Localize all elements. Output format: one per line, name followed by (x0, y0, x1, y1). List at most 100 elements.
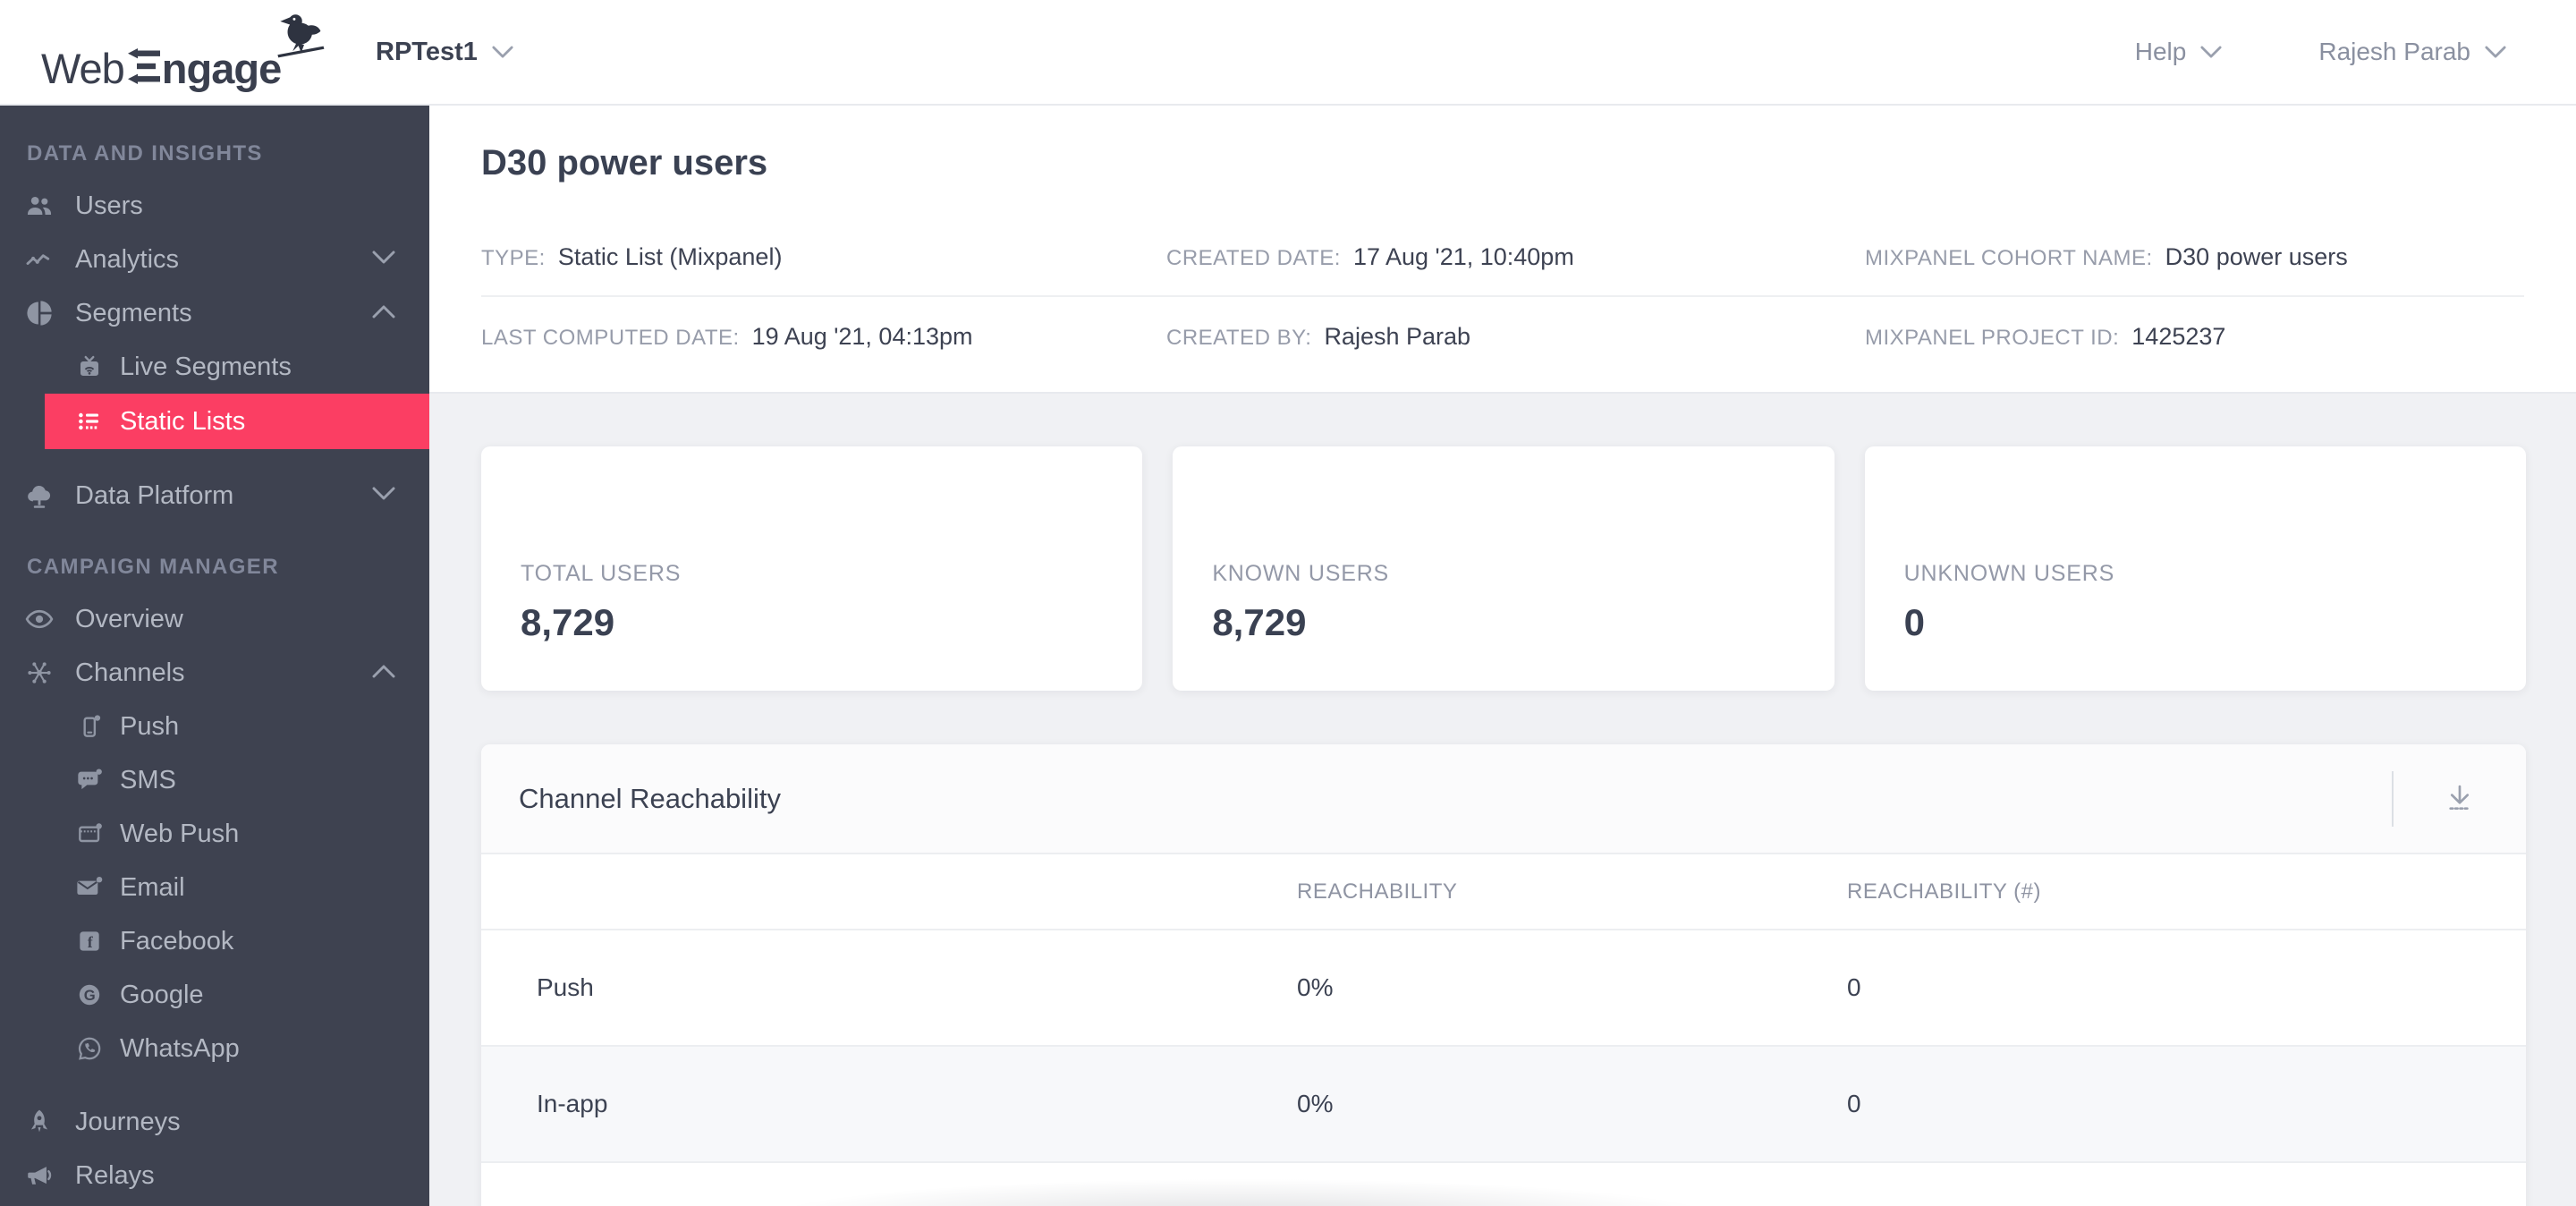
users-icon (20, 188, 59, 224)
reachability-tools (2392, 744, 2526, 853)
meta-created-by: CREATED BY: Rajesh Parab (1166, 323, 1865, 351)
project-switcher[interactable]: RPTest1 (376, 0, 513, 104)
meta-label: LAST COMPUTED DATE: (481, 325, 740, 350)
download-button[interactable] (2394, 744, 2526, 853)
sidebar-item-email[interactable]: Email (0, 861, 429, 914)
sidebar-item-label: WhatsApp (120, 1033, 240, 1063)
sidebar-item-label: Journeys (75, 1107, 181, 1136)
sidebar-item-segments[interactable]: Segments (0, 286, 429, 340)
table-header-row: REACHABILITY REACHABILITY (#) (481, 854, 2526, 930)
sidebar-item-label: Relays (75, 1160, 155, 1190)
chevron-down-icon (2200, 46, 2222, 59)
sidebar-item-label: Analytics (75, 244, 180, 274)
sidebar-item-overview[interactable]: Overview (0, 592, 429, 646)
push-icon (72, 709, 107, 744)
stat-value: 8,729 (521, 601, 615, 643)
help-label: Help (2134, 38, 2187, 65)
sidebar-item-web-push[interactable]: Web Push (0, 807, 429, 861)
sidebar-item-users[interactable]: Users (0, 179, 429, 233)
sidebar-item-static-lists[interactable]: Static Lists (45, 394, 429, 449)
help-menu[interactable]: Help (2135, 38, 2223, 66)
meta-value: Static List (Mixpanel) (557, 242, 783, 270)
stat-value: 8,729 (1212, 601, 1307, 643)
email-icon (72, 870, 107, 905)
sidebar-item-google[interactable]: G Google (0, 968, 429, 1022)
whatsapp-icon (72, 1031, 107, 1066)
sidebar-item-sms[interactable]: SMS (0, 753, 429, 807)
reachability-title: Channel Reachability (519, 782, 781, 814)
sidebar-item-label: Overview (75, 604, 183, 633)
main-content: D30 power users TYPE: Static List (Mixpan… (429, 106, 2576, 1206)
sidebar-item-label: Google (120, 980, 204, 1009)
journeys-icon (20, 1104, 59, 1140)
stat-value: 0 (1903, 601, 1926, 643)
stat-cards: TOTAL USERS 8,729 KNOWN USERS 8,729 UNKNOWN … (481, 446, 2526, 691)
meta-label: MIXPANEL COHORT NAME: (1865, 245, 2153, 270)
logo-text-ngage: ngage (161, 45, 282, 92)
meta-value: 1425237 (2131, 322, 2226, 350)
reachability-table: REACHABILITY REACHABILITY (#) Push 0% 0 In-… (481, 854, 2526, 1206)
segments-icon (20, 295, 59, 331)
reachability-percent: 0% (1297, 1090, 1334, 1117)
svg-text:f: f (88, 933, 94, 951)
stat-label: KNOWN USERS (1212, 561, 1390, 586)
meta-last-computed-date: LAST COMPUTED DATE: 19 Aug '21, 04:13pm (481, 323, 1166, 351)
sms-icon (72, 762, 107, 798)
analytics-icon (20, 242, 59, 277)
sidebar-item-facebook[interactable]: f Facebook (0, 914, 429, 968)
sidebar-item-label: Facebook (120, 926, 234, 955)
table-row-push: Push 0% 0 (481, 930, 2526, 1047)
chevron-up-icon (372, 664, 395, 683)
relays-icon (20, 1158, 59, 1193)
webengage-logo[interactable]: Web ngage (41, 13, 329, 103)
chevron-up-icon (372, 304, 395, 323)
peek-shadow (608, 1170, 1878, 1206)
sidebar-item-label: SMS (120, 765, 176, 794)
stat-card-unknown-users: UNKNOWN USERS 0 (1864, 446, 2526, 691)
meta-value: 19 Aug '21, 04:13pm (751, 322, 973, 350)
meta-label: MIXPANEL PROJECT ID: (1865, 325, 2120, 350)
sidebar-item-relays[interactable]: Relays (0, 1149, 429, 1202)
sidebar-item-journeys[interactable]: Journeys (0, 1095, 429, 1149)
sidebar-item-data-platform[interactable]: Data Platform (0, 469, 429, 522)
data-platform-icon (20, 478, 59, 514)
table-row-partial (481, 1163, 2526, 1206)
sidebar-section-header-campaign-manager: CAMPAIGN MANAGER (27, 555, 279, 579)
google-icon: G (72, 977, 107, 1013)
user-menu[interactable]: Rajesh Parab (2318, 38, 2506, 66)
meta-row: TYPE: Static List (Mixpanel) CREATED DATE:… (481, 218, 2524, 297)
sidebar-item-label: Channels (75, 658, 185, 687)
logo-text-web: Web (41, 45, 125, 92)
chevron-down-icon (372, 487, 395, 505)
stat-card-total-users: TOTAL USERS 8,729 (481, 446, 1143, 691)
meta-label: TYPE: (481, 245, 546, 270)
sidebar-item-channels[interactable]: Channels (0, 646, 429, 700)
column-header-reachability: REACHABILITY (1297, 879, 1458, 904)
sidebar-item-live-segments[interactable]: Live Segments (0, 340, 429, 394)
reachability-percent: 0% (1297, 973, 1334, 1001)
sidebar-item-label: Data Platform (75, 480, 234, 510)
meta-value: Rajesh Parab (1324, 322, 1471, 350)
reachability-count: 0 (1847, 1090, 1861, 1117)
sidebar-item-whatsapp[interactable]: WhatsApp (0, 1022, 429, 1075)
sidebar: DATA AND INSIGHTS Users Analytics Segments L… (0, 106, 429, 1206)
column-header-reachability-count: REACHABILITY (#) (1847, 879, 2041, 904)
table-row-in-app: In-app 0% 0 (481, 1047, 2526, 1163)
logo-e-arrows-icon (127, 48, 160, 89)
static-lists-icon (72, 403, 107, 439)
sidebar-item-label: Segments (75, 298, 192, 327)
meta-row: LAST COMPUTED DATE: 19 Aug '21, 04:13pm CR… (481, 297, 2524, 376)
sidebar-item-push[interactable]: Push (0, 700, 429, 753)
facebook-icon: f (72, 923, 107, 959)
sidebar-item-label: Web Push (120, 819, 240, 848)
meta-mixpanel-cohort-name: MIXPANEL COHORT NAME: D30 power users (1865, 243, 2524, 271)
channel-name: In-app (537, 1090, 608, 1117)
logo-bird-icon (272, 13, 329, 67)
page-header: D30 power users TYPE: Static List (Mixpan… (429, 106, 2576, 394)
overview-icon (20, 601, 59, 637)
sidebar-item-label: Static Lists (120, 406, 246, 436)
reachability-header: Channel Reachability (481, 744, 2526, 854)
sidebar-item-analytics[interactable]: Analytics (0, 233, 429, 286)
topbar-right: Help Rajesh Parab (2135, 0, 2506, 104)
